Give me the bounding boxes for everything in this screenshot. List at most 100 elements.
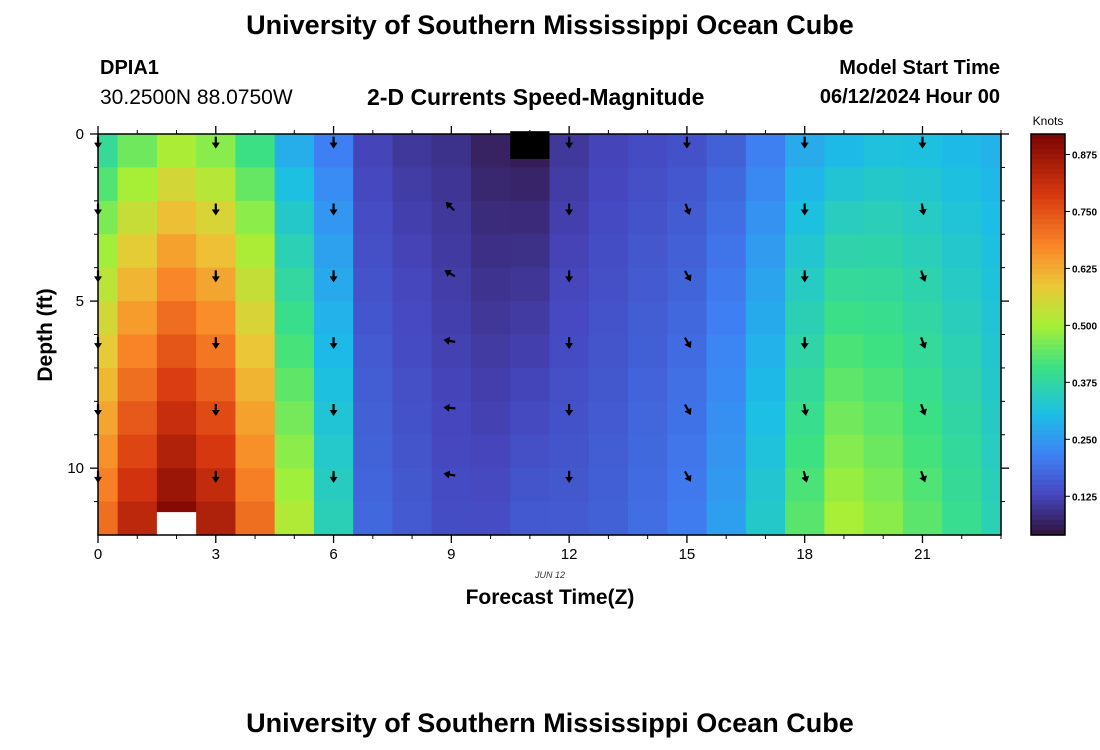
heatmap-cell bbox=[274, 167, 315, 202]
heatmap-cell bbox=[156, 267, 197, 302]
heatmap-cell bbox=[667, 167, 708, 202]
x-tick-label: 6 bbox=[329, 546, 337, 563]
heatmap-cell bbox=[98, 234, 119, 269]
heatmap-cell bbox=[392, 468, 433, 503]
colorbar-segment bbox=[1031, 379, 1065, 386]
heatmap-cell bbox=[628, 267, 668, 302]
colorbar-segment bbox=[1031, 339, 1065, 346]
heatmap-cell bbox=[274, 367, 315, 402]
current-arrow bbox=[443, 403, 456, 412]
heatmap-cell bbox=[981, 501, 1002, 536]
y-tick-label: 0 bbox=[76, 126, 84, 143]
current-arrow bbox=[919, 337, 927, 349]
heatmap-cell bbox=[156, 134, 197, 169]
colorbar-segment bbox=[1031, 349, 1065, 356]
colorbar-segment bbox=[1031, 429, 1065, 436]
heatmap-cell bbox=[235, 501, 276, 536]
heatmap-cell bbox=[706, 134, 747, 169]
heatmap-cell bbox=[981, 367, 1002, 402]
colorbar-segment bbox=[1031, 179, 1065, 185]
heatmap-cell bbox=[549, 501, 590, 536]
heatmap-cell bbox=[117, 468, 158, 503]
heatmap-cell bbox=[117, 367, 158, 402]
colorbar-segment bbox=[1031, 164, 1065, 170]
heatmap-cell bbox=[981, 167, 1002, 202]
heatmap-cell bbox=[745, 234, 786, 269]
heatmap-cell bbox=[392, 367, 433, 402]
current-arrow bbox=[329, 136, 338, 149]
current-arrow bbox=[801, 403, 809, 416]
heatmap-cell bbox=[98, 200, 119, 235]
heatmap-cell bbox=[98, 134, 119, 169]
heatmap-cell bbox=[902, 501, 943, 536]
current-arrow bbox=[800, 203, 809, 216]
heatmap-cell bbox=[981, 334, 1002, 369]
heatmap-cell bbox=[706, 401, 747, 436]
heatmap-cell bbox=[353, 234, 394, 269]
heatmap-cell bbox=[235, 200, 276, 235]
colorbar-segment bbox=[1031, 464, 1065, 471]
colorbar-segment bbox=[1031, 229, 1065, 235]
heatmap-cell bbox=[510, 401, 551, 436]
heatmap-cell bbox=[549, 367, 590, 402]
colorbar-segment bbox=[1031, 399, 1065, 406]
heatmap-cell bbox=[942, 234, 982, 269]
heatmap-cell bbox=[863, 167, 904, 202]
colorbar-tick-label: 0.875 bbox=[1072, 151, 1097, 162]
current-arrow bbox=[683, 270, 692, 282]
heatmap-cell bbox=[392, 134, 433, 169]
heatmap-cell bbox=[588, 334, 629, 369]
heatmap-cell bbox=[235, 334, 276, 369]
heatmap-cell bbox=[117, 501, 158, 536]
current-arrow bbox=[211, 404, 220, 417]
current-arrow bbox=[800, 337, 809, 350]
y-tick-label: 10 bbox=[67, 460, 84, 477]
heatmap-cell bbox=[706, 234, 747, 269]
colorbar-segment bbox=[1031, 329, 1065, 336]
model-start-value: 06/12/2024 Hour 00 bbox=[819, 86, 1000, 108]
heatmap-cell bbox=[470, 501, 511, 536]
colorbar-segment bbox=[1031, 384, 1065, 391]
heatmap-cell bbox=[628, 301, 668, 336]
colorbar-segment bbox=[1031, 264, 1065, 270]
axes: 0 3 6 9 12 15 18 21 0 5 10 bbox=[67, 126, 1009, 563]
heatmap-cell bbox=[431, 468, 472, 503]
colorbar-segment bbox=[1031, 244, 1065, 250]
heatmap-cell bbox=[942, 367, 982, 402]
heatmap-cells bbox=[98, 131, 1002, 540]
heatmap-cell bbox=[274, 134, 315, 169]
heatmap-cell bbox=[470, 468, 511, 503]
heatmap-cell bbox=[942, 334, 982, 369]
colorbar-segment bbox=[1031, 444, 1065, 451]
heatmap-cell bbox=[431, 434, 472, 469]
colorbar-segment bbox=[1031, 484, 1065, 491]
heatmap-cell bbox=[470, 200, 511, 235]
heatmap-cell bbox=[706, 334, 747, 369]
heatmap-cell bbox=[942, 134, 982, 169]
heatmap-cell bbox=[628, 234, 668, 269]
colorbar-tick-label: 0.625 bbox=[1072, 264, 1097, 275]
colorbar-label: Knots bbox=[1033, 114, 1064, 128]
colorbar-segment bbox=[1031, 169, 1065, 175]
heatmap-cell bbox=[313, 234, 354, 269]
colorbar-segment bbox=[1031, 144, 1065, 150]
heatmap-cell bbox=[431, 167, 472, 202]
heatmap-cell bbox=[156, 200, 197, 235]
heatmap-cell bbox=[981, 301, 1002, 336]
colorbar-segment bbox=[1031, 224, 1065, 230]
colorbar-segment bbox=[1031, 359, 1065, 366]
colorbar-segment bbox=[1031, 344, 1065, 351]
colorbar-segment bbox=[1031, 324, 1065, 331]
heatmap-cell bbox=[117, 434, 158, 469]
heatmap-cell bbox=[196, 501, 237, 536]
heatmap-cell bbox=[981, 200, 1002, 235]
colorbar-segment bbox=[1031, 374, 1065, 381]
heatmap-cell bbox=[313, 434, 354, 469]
colorbar-segment bbox=[1031, 314, 1065, 321]
heatmap-cell bbox=[942, 200, 982, 235]
heatmap-cell bbox=[902, 234, 943, 269]
colorbar-segment bbox=[1031, 289, 1065, 295]
heatmap-cell bbox=[392, 234, 433, 269]
colorbar-segment bbox=[1031, 449, 1065, 456]
heatmap-cell bbox=[942, 468, 982, 503]
